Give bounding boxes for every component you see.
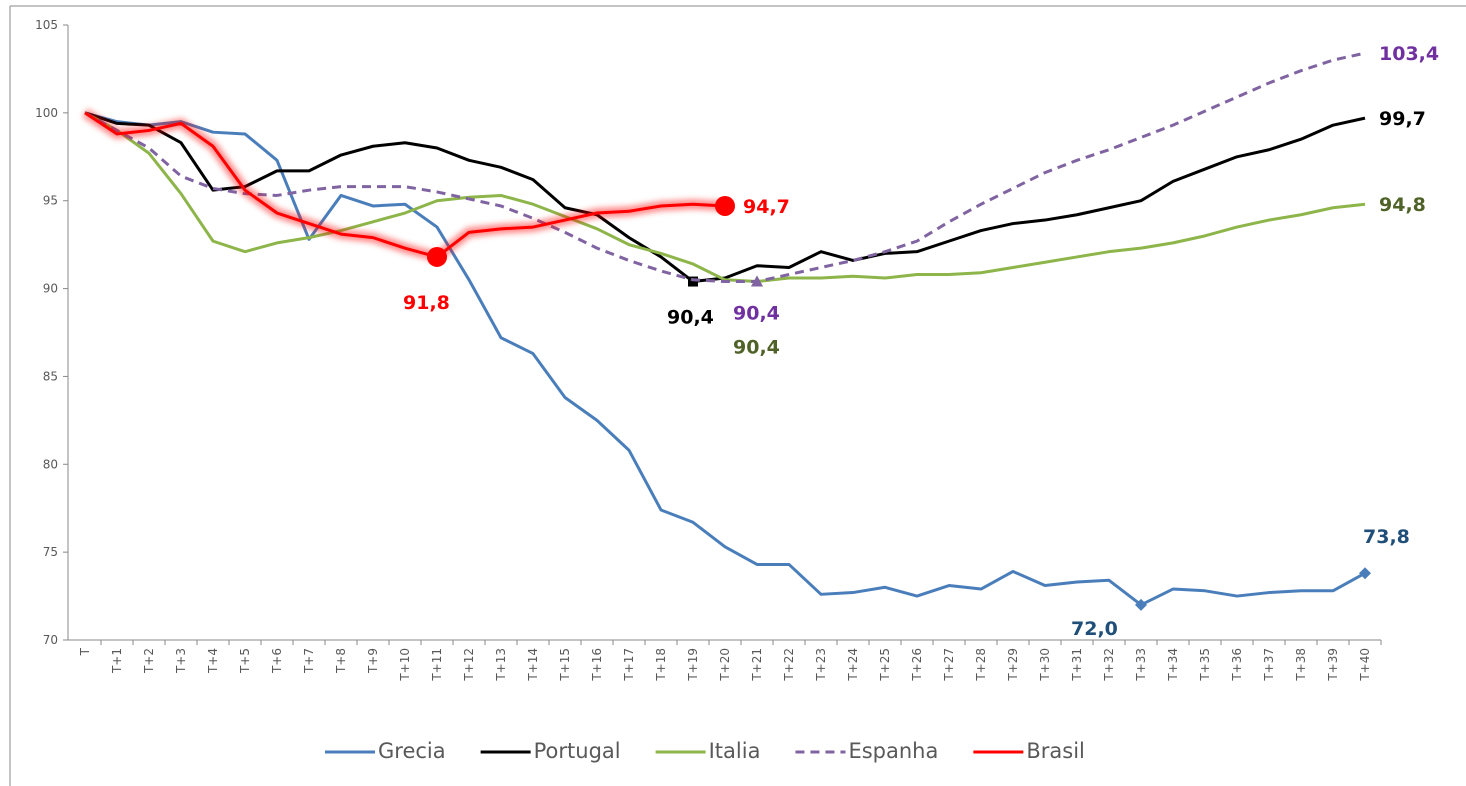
x-tick-label: T+33 bbox=[1134, 648, 1148, 682]
x-tick-label: T+19 bbox=[686, 648, 700, 682]
y-tick-label: 80 bbox=[43, 457, 58, 471]
x-tick-label: T+20 bbox=[718, 648, 732, 682]
x-tick-label: T+24 bbox=[846, 648, 860, 682]
x-tick-label: T+14 bbox=[526, 648, 540, 682]
y-tick-label: 105 bbox=[35, 18, 58, 32]
series-line bbox=[84, 111, 1366, 284]
y-tick-label: 95 bbox=[43, 194, 58, 208]
x-tick-label: T+6 bbox=[270, 648, 284, 674]
x-tick-label: T+11 bbox=[430, 648, 444, 682]
x-tick-label: T+22 bbox=[782, 648, 796, 682]
y-tick-label: 70 bbox=[43, 633, 58, 647]
x-tick-label: T+25 bbox=[878, 648, 892, 682]
y-tick-label: 100 bbox=[35, 106, 58, 120]
x-tick-label: T+18 bbox=[654, 648, 668, 682]
series-line bbox=[84, 51, 1366, 284]
line-glow bbox=[82, 108, 726, 263]
x-tick-label: T+32 bbox=[1102, 648, 1116, 682]
point-marker bbox=[715, 195, 735, 216]
value-label: 94,8 bbox=[1379, 194, 1426, 216]
x-tick-label: T+27 bbox=[942, 648, 956, 682]
legend-label: Brasil bbox=[1026, 739, 1085, 763]
x-tick-label: T+31 bbox=[1070, 648, 1084, 682]
legend-label: Grecia bbox=[378, 739, 446, 763]
x-tick-label: T+21 bbox=[750, 648, 764, 682]
x-tick-label: T+4 bbox=[206, 648, 220, 674]
x-tick-label: T+17 bbox=[622, 648, 636, 682]
x-tick-label: T+40 bbox=[1358, 648, 1372, 682]
x-tick-label: T+16 bbox=[590, 648, 604, 682]
legend-label: Portugal bbox=[534, 739, 621, 763]
x-tick-label: T+1 bbox=[110, 648, 124, 674]
value-label: 73,8 bbox=[1363, 526, 1410, 548]
x-tick-label: T+3 bbox=[174, 648, 188, 674]
point-marker bbox=[1135, 598, 1147, 611]
y-tick-label: 85 bbox=[43, 369, 58, 383]
value-label: 90,4 bbox=[667, 307, 714, 329]
x-tick-label: T+26 bbox=[910, 648, 924, 682]
series-line bbox=[84, 111, 1366, 607]
value-label: 91,8 bbox=[403, 292, 450, 314]
x-tick-label: T+13 bbox=[494, 648, 508, 682]
x-tick-label: T+28 bbox=[974, 648, 988, 682]
x-tick-label: T+5 bbox=[238, 648, 252, 674]
series-line bbox=[84, 111, 1366, 284]
x-tick-label: T+9 bbox=[366, 648, 380, 674]
value-label: 90,4 bbox=[733, 303, 780, 325]
x-tick-label: T+35 bbox=[1198, 648, 1212, 682]
legend-label: Espanha bbox=[848, 739, 938, 763]
x-tick-label: T+39 bbox=[1326, 648, 1340, 682]
x-tick-label: T+30 bbox=[1038, 648, 1052, 682]
x-tick-label: T+8 bbox=[334, 648, 348, 674]
x-tick-label: T+12 bbox=[462, 648, 476, 682]
legend-label: Italia bbox=[709, 739, 761, 763]
x-tick-label: T+36 bbox=[1230, 648, 1244, 682]
x-tick-label: T+37 bbox=[1262, 648, 1276, 682]
x-tick-label: T+15 bbox=[558, 648, 572, 682]
value-label: 90,4 bbox=[733, 337, 780, 359]
value-label: 94,7 bbox=[743, 196, 790, 218]
point-marker bbox=[427, 246, 447, 267]
x-tick-label: T+29 bbox=[1006, 648, 1020, 682]
x-tick-label: T bbox=[78, 647, 92, 656]
value-label: 99,7 bbox=[1379, 108, 1426, 130]
x-tick-label: T+23 bbox=[814, 648, 828, 682]
point-marker bbox=[1359, 567, 1371, 580]
x-tick-label: T+34 bbox=[1166, 648, 1180, 682]
value-label: 72,0 bbox=[1071, 618, 1118, 640]
y-tick-label: 75 bbox=[43, 545, 58, 559]
point-marker bbox=[688, 276, 698, 287]
point-marker bbox=[751, 275, 763, 287]
value-label: 103,4 bbox=[1379, 43, 1439, 65]
x-tick-label: T+38 bbox=[1294, 648, 1308, 682]
series-line bbox=[84, 111, 726, 259]
y-tick-label: 90 bbox=[43, 282, 58, 296]
x-tick-label: T+2 bbox=[142, 648, 156, 674]
x-tick-label: T+10 bbox=[398, 648, 412, 682]
x-tick-label: T+7 bbox=[302, 648, 316, 674]
